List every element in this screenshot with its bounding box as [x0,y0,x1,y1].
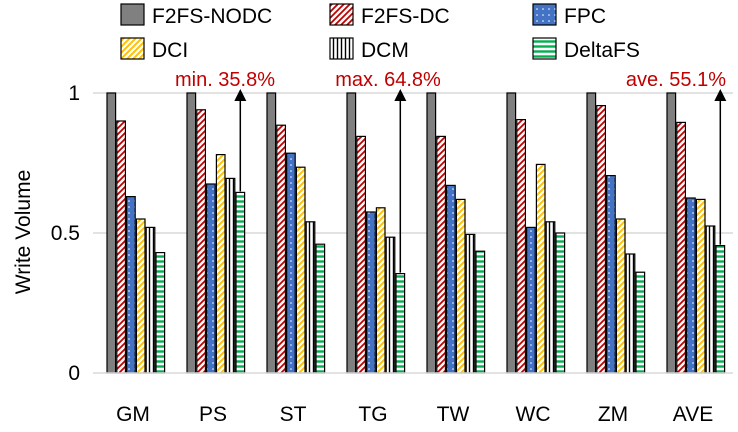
legend-swatch-dci [120,37,145,60]
annotation-max: max. 64.8% [335,69,441,91]
bar-st-deltafs [315,243,326,374]
bar-zm-fpc [605,175,616,374]
bar-st-f2fs-nodc [266,92,277,374]
category-label-tg: TG [358,403,387,426]
annotation-arrows [234,89,727,273]
legend-label-dci: DCI [152,39,188,62]
legend-label-f2fs-nodc: F2FS-NODC [152,5,272,28]
bar-tw-f2fs-nodc [426,92,437,374]
legend-label-fpc: FPC [564,5,606,28]
bar-st-dcm [305,221,316,374]
bar-zm-f2fs-dc [596,104,606,374]
bar-tg-f2fs-dc [356,135,366,374]
bar-ps-f2fs-dc [196,109,207,374]
bar-st-dci [295,166,306,374]
category-label-wc: WC [516,403,551,426]
annotation-ave: ave. 55.1% [626,69,726,91]
category-label-gm: GM [116,403,150,426]
legend-label-dcm: DCM [361,39,409,62]
legend-swatch-f2fs-dc [329,3,354,26]
bar-tw-f2fs-dc [436,135,446,374]
bar-zm-dci [615,218,626,374]
y-tick-labels: 0 0.5 1 [51,82,80,385]
legend-swatch-fpc [532,3,557,26]
bar-tg-dcm [385,236,396,374]
bar-wc-fpc [525,226,536,374]
bar-wc-dci [535,163,546,374]
bar-tw-dci [455,198,466,374]
category-labels: GM PS ST TG TW WC ZM AVE [116,403,713,426]
y-axis-title: Write Volume [12,170,35,295]
legend-label-deltafs: DeltaFS [564,39,640,62]
bars [106,92,726,374]
bar-tg-fpc [366,211,376,374]
bar-ps-dcm [225,177,236,374]
legend-item-fpc: FPC [532,3,606,28]
bar-ave-dci [695,198,706,374]
bar-ave-fpc [685,197,696,374]
bar-st-f2fs-dc [276,124,286,374]
bar-gm-deltafs [155,252,166,374]
legend: F2FS-NODC F2FS-DC FPC DCI DCM DeltaFS [120,3,640,62]
bar-gm-f2fs-nodc [106,92,117,374]
bar-ps-f2fs-nodc [186,92,197,374]
legend-item-dci: DCI [120,37,188,62]
y-tick-label-1: 1 [68,82,80,105]
legend-item-f2fs-nodc: F2FS-NODC [120,3,272,28]
category-label-ps: PS [199,403,227,426]
legend-swatch-deltafs [532,37,557,60]
bar-tw-fpc [446,184,456,374]
bar-ave-f2fs-nodc [666,92,677,374]
category-label-zm: ZM [598,403,628,426]
bar-gm-f2fs-dc [116,120,127,374]
bar-ave-dcm [705,225,716,374]
bar-tg-deltafs [395,273,406,374]
bar-tg-f2fs-nodc [346,92,357,374]
bar-gm-fpc [125,196,136,374]
y-tick-label-0: 0 [68,362,80,385]
annotations: min. 35.8% max. 64.8% ave. 55.1% [175,69,726,91]
bar-ps-dci [215,154,226,374]
bar-ps-deltafs [235,191,246,374]
bar-ave-f2fs-dc [676,121,686,374]
bar-zm-f2fs-nodc [586,92,597,374]
bar-ps-fpc [206,183,216,374]
category-label-ave: AVE [673,403,713,426]
category-label-tw: TW [437,403,470,426]
bar-wc-dcm [545,221,556,374]
legend-swatch-f2fs-nodc [120,3,145,26]
legend-item-f2fs-dc: F2FS-DC [329,3,450,28]
bar-tw-deltafs [475,250,486,374]
y-tick-label-0.5: 0.5 [51,222,80,245]
bar-tw-dcm [465,233,476,374]
bar-gm-dcm [145,226,156,374]
bar-st-fpc [286,152,296,374]
bar-zm-deltafs [635,271,646,374]
bar-ave-deltafs [715,245,726,374]
legend-label-f2fs-dc: F2FS-DC [361,5,450,28]
legend-item-dcm: DCM [329,37,409,62]
bar-gm-dci [135,218,146,374]
bar-wc-f2fs-dc [516,118,526,374]
bar-zm-dcm [625,253,636,374]
legend-item-deltafs: DeltaFS [532,37,640,62]
bar-tg-dci [375,207,386,374]
legend-swatch-dcm [329,37,354,60]
bar-wc-f2fs-nodc [506,92,517,374]
bar-wc-deltafs [555,232,566,374]
category-label-st: ST [280,403,307,426]
annotation-min: min. 35.8% [175,69,275,91]
